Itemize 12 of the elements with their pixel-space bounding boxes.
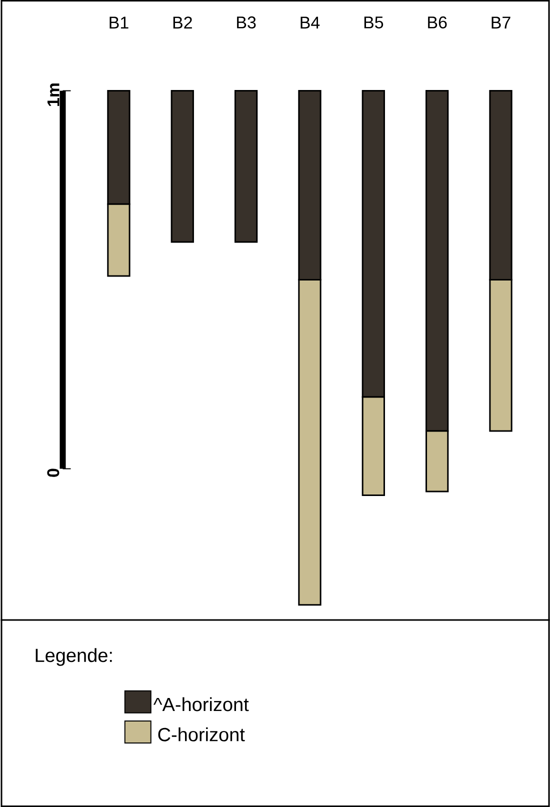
x-tick-label: B2 — [173, 16, 192, 28]
x-tick-label: B4 — [300, 16, 320, 28]
y-tick-label: 1m — [47, 84, 59, 106]
x-tick-label: B5 — [364, 16, 383, 28]
legend-label: ^A-horizont — [153, 697, 249, 712]
y-tick-label: 0 — [46, 468, 59, 477]
x-tick-label: B7 — [492, 16, 510, 28]
x-tick-label: B1 — [109, 16, 128, 28]
x-tick-label: B3 — [236, 16, 256, 28]
legend-title: Legende: — [36, 648, 112, 666]
x-tick-label: B6 — [428, 16, 446, 28]
legend-label: C-horizont — [158, 727, 245, 742]
